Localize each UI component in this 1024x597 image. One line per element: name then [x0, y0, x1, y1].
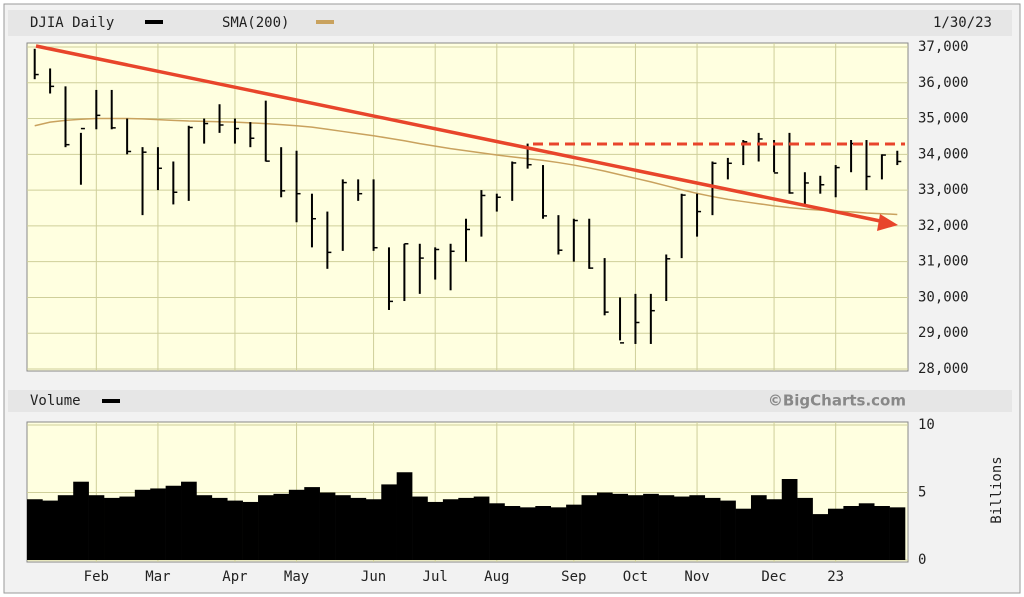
legend-swatch	[316, 20, 334, 24]
x-tick-label: Nov	[684, 569, 709, 585]
volume-bar	[858, 503, 875, 560]
volume-bar	[227, 500, 243, 560]
volume-bar	[150, 488, 166, 560]
volume-bar	[874, 506, 890, 560]
x-tick-label: Feb	[84, 569, 109, 585]
volume-bar	[781, 479, 798, 560]
volume-bar	[812, 514, 829, 560]
volume-bar	[673, 496, 690, 560]
x-tick-label: May	[284, 569, 309, 585]
legend-swatch	[102, 399, 120, 403]
legend-label: SMA(200)	[222, 15, 289, 31]
volume-bar	[288, 489, 305, 560]
volume-bar	[196, 495, 213, 560]
trend-line	[35, 44, 886, 224]
volume-bar	[427, 501, 444, 560]
x-tick-label: Dec	[761, 569, 786, 585]
volume-bar	[519, 507, 536, 560]
x-tick-label: 23	[827, 569, 844, 585]
y-tick-label: 36,000	[918, 75, 969, 91]
volume-bar	[396, 472, 413, 560]
date-label: 1/30/23	[933, 15, 992, 31]
y-tick-label: 30,000	[918, 289, 969, 305]
volume-bar	[319, 492, 336, 560]
volume-bar	[720, 500, 736, 560]
volume-bar	[57, 495, 74, 560]
volume-bar	[88, 495, 105, 560]
volume-bar	[412, 496, 428, 560]
volume-bar	[550, 507, 567, 560]
volume-bar	[843, 506, 860, 560]
volume-bar	[273, 493, 290, 560]
volume-bar	[365, 499, 382, 560]
volume-bar	[442, 499, 459, 560]
x-tick-label: Jul	[423, 569, 448, 585]
volume-bar	[119, 496, 136, 560]
price-header	[8, 10, 1012, 36]
volume-bar	[797, 497, 813, 560]
volume-bar	[504, 506, 521, 560]
volume-bar	[658, 495, 675, 560]
volume-bar	[735, 508, 752, 560]
volume-bar	[535, 506, 552, 560]
volume-bar	[750, 495, 767, 560]
volume-bar	[458, 497, 475, 560]
legend-swatch	[145, 20, 163, 24]
y-tick-label: 31,000	[918, 254, 969, 270]
y-tick-label: 5	[918, 485, 926, 501]
x-tick-label: Oct	[623, 569, 648, 585]
x-tick-label: Mar	[145, 569, 170, 585]
volume-bar	[350, 497, 367, 560]
volume-bar	[889, 507, 906, 560]
y-tick-label: 34,000	[918, 146, 969, 162]
volume-bar	[689, 495, 706, 560]
volume-bar	[489, 503, 505, 560]
y-tick-label: 33,000	[918, 182, 969, 198]
price-plot	[26, 42, 909, 372]
volume-bar	[612, 493, 629, 560]
sma-line	[34, 117, 898, 216]
volume-axis-label: Billions	[989, 456, 1005, 523]
volume-bar	[27, 499, 43, 560]
volume-bar	[73, 481, 89, 560]
trend-arrowhead	[877, 214, 898, 231]
volume-bar	[104, 497, 120, 560]
volume-bar	[596, 492, 613, 560]
volume-bar	[643, 493, 659, 560]
volume-bar	[581, 495, 598, 560]
volume-bar	[473, 496, 490, 560]
y-tick-label: 0	[918, 552, 926, 568]
volume-bar	[165, 485, 182, 560]
volume-bar	[258, 495, 274, 560]
x-tick-label: Apr	[222, 569, 247, 585]
y-tick-label: 29,000	[918, 325, 969, 341]
x-tick-label: Jun	[361, 569, 386, 585]
volume-bar	[381, 484, 397, 560]
volume-bar	[134, 489, 151, 560]
volume-bar	[335, 495, 351, 560]
y-tick-label: 28,000	[918, 361, 969, 377]
volume-bar	[627, 495, 644, 560]
x-tick-label: Aug	[484, 569, 509, 585]
y-tick-label: 35,000	[918, 111, 969, 127]
x-tick-label: Sep	[561, 569, 586, 585]
volume-bar	[566, 504, 582, 560]
volume-bar	[42, 500, 59, 560]
volume-bar	[766, 499, 783, 560]
y-tick-label: 10	[918, 417, 935, 433]
volume-bar	[181, 481, 197, 560]
legend-label: DJIA Daily	[30, 15, 114, 31]
volume-bar	[211, 497, 228, 560]
volume-bar	[304, 487, 320, 560]
y-tick-label: 32,000	[918, 218, 969, 234]
source: ©BigCharts.com	[768, 392, 906, 410]
volume-bar	[827, 508, 844, 560]
y-tick-label: 37,000	[918, 39, 969, 55]
volume-bar	[704, 497, 721, 560]
volume-title: Volume	[30, 393, 81, 409]
volume-bar	[242, 501, 259, 560]
volume-header	[8, 390, 1012, 412]
